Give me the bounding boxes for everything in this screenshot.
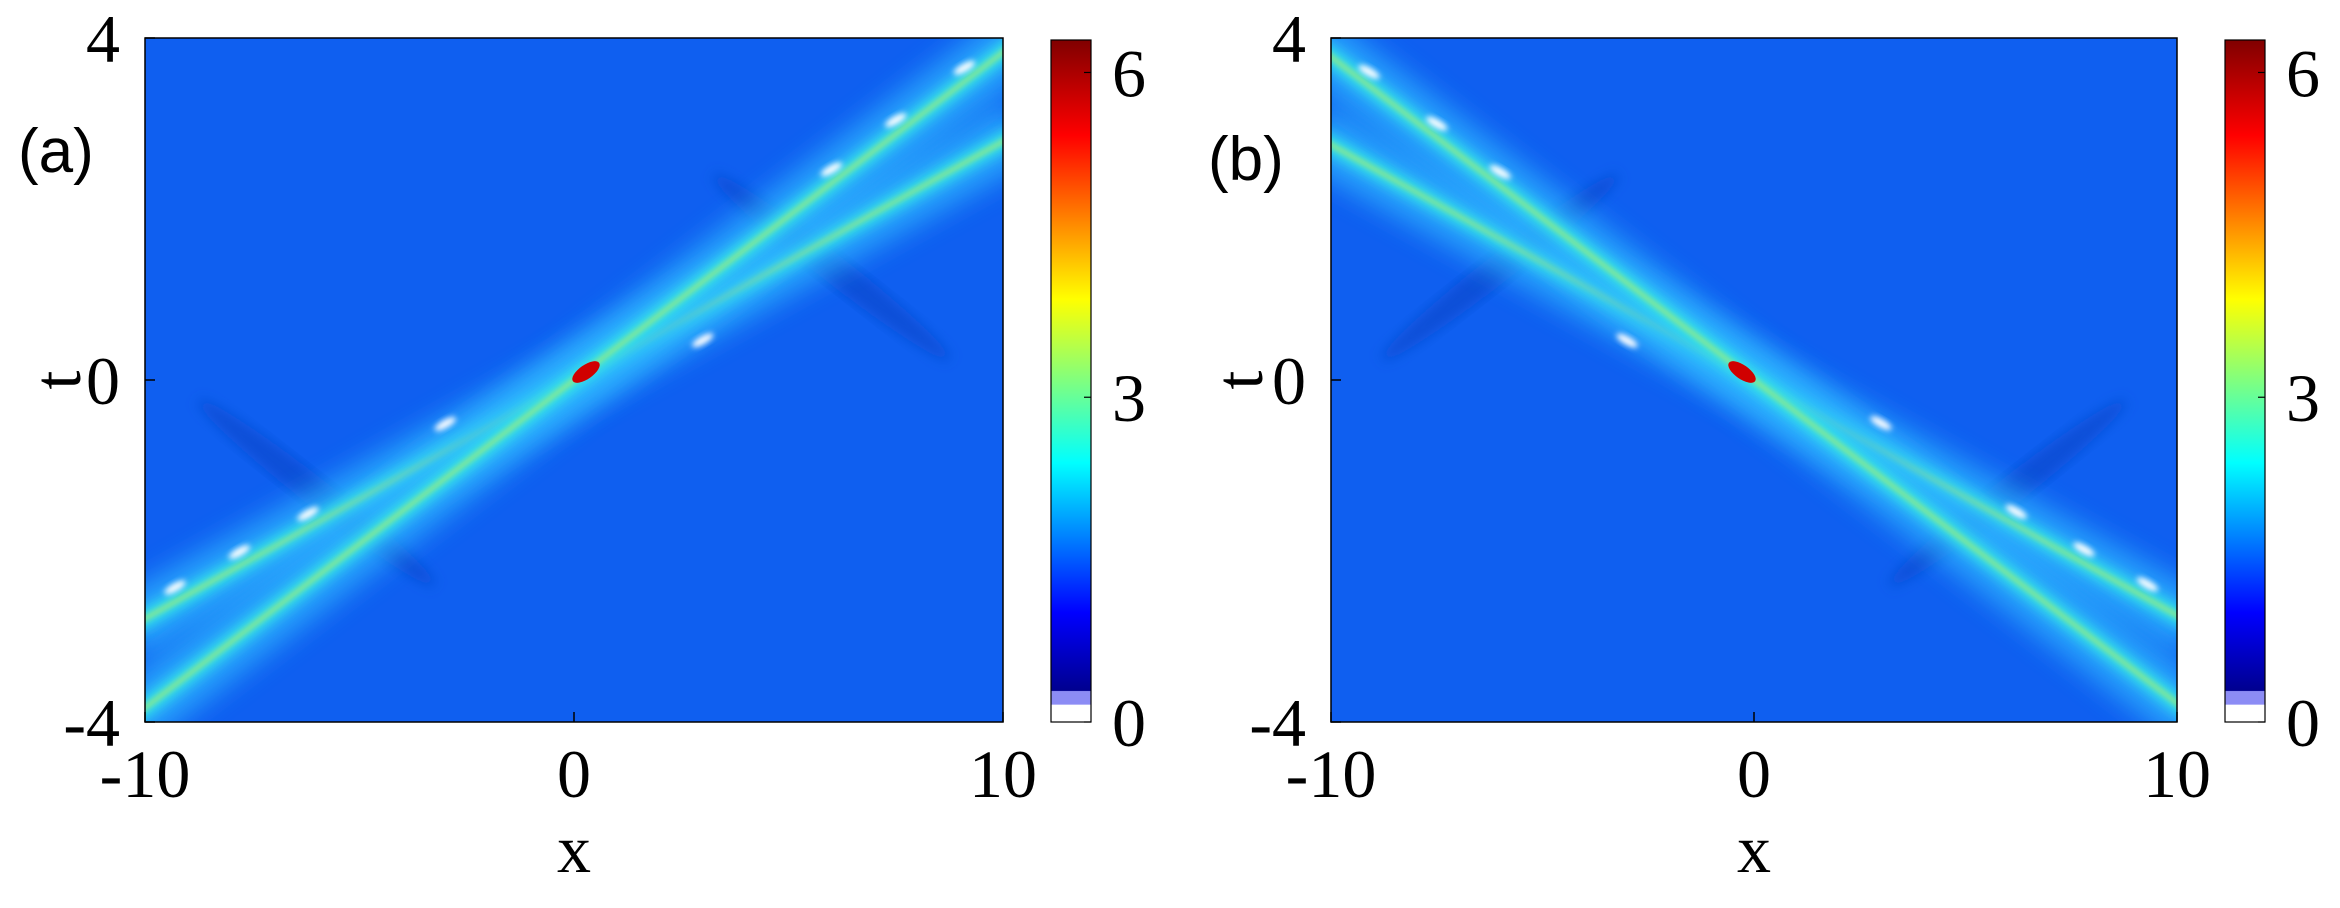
x-tick-label: 0 [557,736,591,812]
x-tick-label: 0 [1737,736,1771,812]
dip [228,545,250,559]
y-tick-label: 4 [1272,1,1306,77]
colorbar-tick-label: 0 [2286,685,2320,761]
dip [820,162,842,177]
dip [297,506,319,521]
y-tick-label: -4 [1249,685,1306,761]
x-axis-label: x [557,811,591,887]
y-axis-label: t [1201,370,1277,389]
y-tick-label: 4 [86,1,120,77]
x-axis-label: x [1737,811,1771,887]
dip [885,113,907,128]
y-tick-label: 0 [1272,343,1306,419]
y-tick-label: -4 [63,685,120,761]
colorbar-tick-label: 6 [1112,35,1146,111]
colorbar-tick-label: 3 [2286,360,2320,436]
dip [1870,416,1892,431]
dip [1616,333,1638,348]
colorbar-tick-label: 0 [1112,685,1146,761]
field [1331,38,2177,722]
y-tick-label: 0 [86,343,120,419]
x-tick-label: 10 [969,736,1037,812]
dip [2073,542,2095,557]
dip [1489,165,1511,180]
x-tick-label: 10 [2143,736,2211,812]
dip [2136,577,2158,592]
dip [2005,504,2027,519]
y-axis-label: t [19,370,95,389]
dip [1426,116,1448,131]
center-peak [572,361,600,383]
field [145,38,1003,722]
panel: -10 0 10 -4 0 4 x t (a) 0 3 6 [18,1,1146,887]
x-tick-label: -10 [1286,736,1377,812]
panel-label: (b) [1208,125,1284,194]
panel: -10 0 10 -4 0 4 x t (b) 0 3 6 [1201,1,2320,887]
dip [434,416,456,431]
panel-label: (a) [18,117,94,186]
colorbar-tick-label: 6 [2286,35,2320,111]
colorbar-tick-label: 3 [1112,360,1146,436]
x-tick-label: -10 [100,736,191,812]
dip [692,333,714,348]
dip [164,580,186,595]
center-peak [1728,361,1756,383]
dip [953,60,975,75]
dip [1358,64,1380,79]
colorbar [2224,39,2266,723]
colorbar [1050,39,1092,723]
